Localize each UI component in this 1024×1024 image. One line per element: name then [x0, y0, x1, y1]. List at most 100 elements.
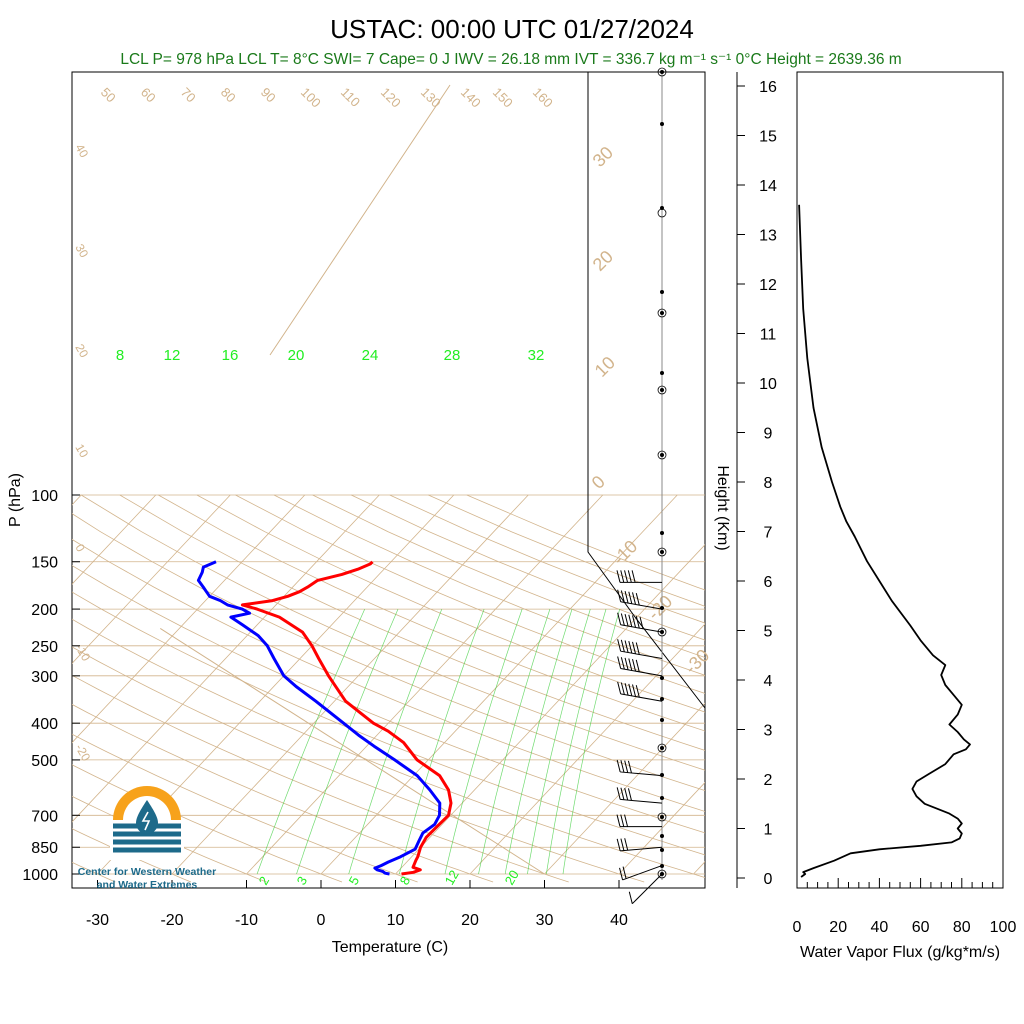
mixing-ratio-label: 20	[288, 347, 305, 364]
mixing-ratio-label: 3	[294, 874, 311, 888]
wind-barb-feather	[628, 658, 633, 671]
y-tick-label: 250	[31, 639, 58, 656]
y-tick-label: 150	[31, 555, 58, 572]
wind-barb-feather	[620, 639, 625, 652]
isotherm-line	[171, 494, 529, 875]
x-tick-label: 20	[461, 912, 479, 929]
dry-adiabat-label: 100	[298, 85, 324, 111]
wind-barb-feather	[624, 760, 629, 773]
sounding-level-dot	[660, 697, 664, 701]
x-tick-label: 40	[610, 912, 628, 929]
mixing-ratio-label: 5	[346, 874, 363, 888]
wind-barb-feather	[632, 684, 637, 697]
dry-adiabat-line	[466, 494, 705, 591]
isotherm-line	[72, 494, 380, 823]
sounding-level-ring	[657, 385, 667, 395]
mixing-ratio-line	[444, 608, 523, 875]
parcel-line	[269, 84, 451, 356]
mixing-ratio-line	[527, 608, 591, 875]
y-tick-label: 300	[31, 669, 58, 686]
wind-barb-feather	[628, 641, 633, 654]
wind-barb-feather	[624, 657, 629, 670]
dry-adiabat-line	[72, 538, 705, 812]
chart-title: USTAC: 00:00 UTC 01/27/2024	[330, 14, 694, 44]
dry-adiabat-line	[351, 494, 705, 641]
isotherm-line	[618, 781, 705, 875]
x-tick-label: 10	[387, 912, 405, 929]
wind-barb-staff	[620, 693, 663, 702]
dry-adiabat-label: 70	[178, 85, 199, 106]
wind-barb-staff	[631, 873, 663, 905]
height-tick-label: 11	[760, 327, 777, 344]
wind-barb-feather	[617, 681, 622, 695]
height-tick-label: 13	[759, 228, 777, 245]
sounding-level-dot	[660, 550, 664, 554]
sounding-level-dot	[660, 718, 664, 722]
left-edge-label: 10	[72, 442, 91, 461]
wind-barb-feather	[620, 590, 625, 603]
height-tick-label: 16	[759, 79, 777, 96]
dry-adiabat-line	[72, 764, 343, 883]
dry-adiabat-line	[196, 494, 705, 713]
wind-barb-feather	[624, 683, 629, 696]
x-tick-label: 0	[317, 912, 326, 929]
mixing-ratio-line	[398, 608, 485, 875]
y-axis-title: P (hPa)	[7, 473, 24, 527]
wind-barb-staff	[620, 771, 663, 777]
flux-tick-label: 60	[912, 919, 930, 936]
wind-barb-feather	[620, 657, 625, 670]
sounding-level-ring	[657, 67, 667, 77]
height-tick-label: 14	[759, 178, 777, 195]
dry-adiabat-line	[72, 674, 569, 883]
dry-adiabat-line	[80, 494, 705, 771]
mixing-ratio-label: 8	[397, 874, 414, 888]
skewt-background-lines	[72, 84, 705, 883]
isotherm-label: -30	[681, 645, 714, 678]
wind-barb-staff	[620, 668, 663, 677]
wind-barb-feather	[624, 640, 629, 653]
wind-barb-feather	[617, 589, 622, 602]
dewpoint-line	[196, 560, 442, 876]
wind-barb-feather	[620, 570, 625, 583]
dry-adiabat-line	[72, 618, 705, 878]
y-tick-label: 400	[31, 716, 58, 733]
height-tick-label: 1	[764, 822, 773, 839]
sounding-level-ring	[657, 812, 667, 822]
wind-barb-feather	[620, 682, 625, 695]
dry-adiabat-line	[72, 565, 705, 834]
dry-adiabat-line	[428, 494, 705, 607]
water-drop-sun-icon	[110, 786, 184, 860]
wind-barb-feather	[632, 615, 637, 628]
flux-tick-label: 100	[990, 919, 1017, 936]
dry-adiabat-label: 160	[530, 85, 556, 111]
wind-barb-feather	[624, 590, 629, 604]
sounding-level-dot	[660, 122, 664, 126]
wind-barb-feather	[616, 570, 621, 583]
mixing-ratio-label: 28	[444, 347, 461, 364]
wind-barb-feather	[635, 659, 640, 672]
wind-barb-staff	[620, 846, 663, 852]
dry-adiabat-line	[389, 494, 705, 624]
mixing-ratio-label: 20	[502, 867, 522, 887]
wind-barb-feather	[620, 787, 625, 800]
isotherm-label: 30	[589, 143, 617, 171]
flux-tick-label: 40	[871, 919, 889, 936]
dry-adiabat-line	[72, 703, 494, 883]
dry-adiabat-label: 120	[378, 85, 404, 111]
wind-barb-staff	[622, 865, 663, 881]
sounding-level-ring	[657, 869, 667, 879]
wind-barb-feather	[631, 570, 636, 583]
height-tick-label: 5	[764, 624, 773, 641]
mixing-ratio-line	[504, 608, 573, 875]
dry-adiabat-label: 130	[418, 85, 444, 111]
dry-adiabat-line	[312, 494, 705, 658]
wind-barb-feather	[616, 838, 621, 852]
x-tick-label: -30	[86, 912, 109, 929]
mixing-ratio-label: 12	[164, 347, 181, 364]
x-tick-label: -20	[160, 912, 183, 929]
isotherm-label: -20	[644, 591, 677, 624]
height-tick-label: 8	[764, 475, 773, 492]
left-edge-label: 30	[72, 242, 91, 261]
mixing-ratio-line	[348, 608, 443, 875]
isotherm-line	[72, 494, 231, 664]
